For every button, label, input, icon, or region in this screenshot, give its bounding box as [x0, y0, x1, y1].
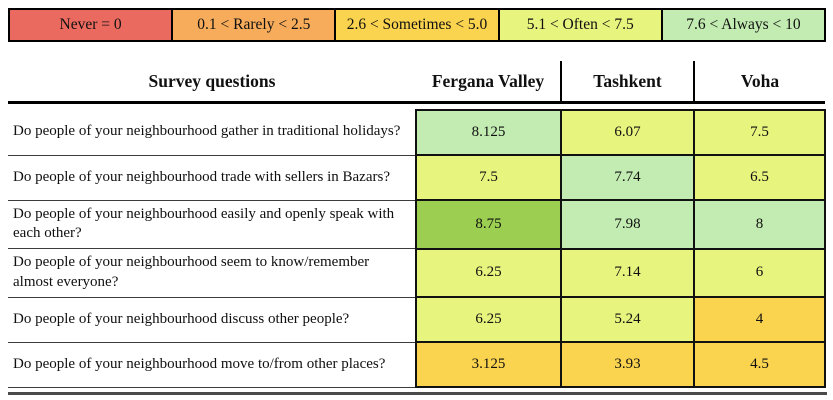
value-cell-tashkent: 5.24 [560, 296, 695, 344]
value-cell-voha: 4.5 [693, 341, 826, 389]
value-cell-tashkent: 7.98 [560, 199, 695, 250]
legend-item-never: Never = 0 [10, 10, 172, 40]
header-gap [8, 103, 825, 111]
question-cell: Do people of your neighbourhood move to/… [8, 342, 416, 388]
table-row: Do people of your neighbourhood move to/… [8, 341, 826, 389]
legend-item-sometimes: 2.6 < Sometimes < 5.0 [334, 10, 498, 40]
table-bottom-rule [8, 392, 827, 396]
column-header-fergana-valley: Fergana Valley [416, 61, 561, 104]
value-cell-voha: 6.5 [693, 154, 826, 201]
legend-label-rarely: 0.1 < Rarely < 2.5 [197, 16, 311, 33]
legend-label-always: 7.6 < Always < 10 [686, 16, 801, 33]
frequency-scale-legend: Never = 0 0.1 < Rarely < 2.5 2.6 < Somet… [8, 8, 826, 42]
survey-results-figure: Never = 0 0.1 < Rarely < 2.5 2.6 < Somet… [0, 8, 833, 400]
question-cell: Do people of your neighbourhood gather i… [8, 110, 416, 156]
table-row: Do people of your neighbourhood discuss … [8, 296, 826, 344]
table-row: Do people of your neighbourhood gather i… [8, 109, 826, 156]
value-cell-fergana: 7.5 [415, 154, 562, 201]
value-cell-fergana: 6.25 [415, 296, 562, 344]
survey-results-table: Survey questions Fergana Valley Tashkent… [8, 61, 826, 389]
question-cell: Do people of your neighbourhood trade wi… [8, 155, 416, 201]
column-header-tashkent: Tashkent [560, 61, 694, 104]
table-row: Do people of your neighbourhood easily a… [8, 199, 826, 250]
question-cell: Do people of your neighbourhood discuss … [8, 297, 416, 343]
legend-item-often: 5.1 < Often < 7.5 [497, 10, 661, 40]
value-cell-tashkent: 7.14 [560, 247, 695, 299]
value-cell-tashkent: 6.07 [560, 109, 695, 156]
value-cell-fergana: 3.125 [415, 341, 562, 389]
value-cell-fergana: 8.75 [415, 199, 562, 250]
legend-label-never: Never = 0 [59, 16, 122, 33]
column-header-questions: Survey questions [8, 61, 416, 104]
value-cell-tashkent: 7.74 [560, 154, 695, 201]
question-cell: Do people of your neighbourhood easily a… [8, 200, 416, 250]
legend-label-often: 5.1 < Often < 7.5 [526, 16, 634, 33]
question-cell: Do people of your neighbourhood seem to … [8, 248, 416, 298]
column-header-voha: Voha [693, 61, 825, 104]
value-cell-voha: 8 [693, 199, 826, 250]
table-row: Do people of your neighbourhood trade wi… [8, 154, 826, 201]
value-cell-voha: 6 [693, 247, 826, 299]
value-cell-voha: 4 [693, 296, 826, 344]
table-row: Do people of your neighbourhood seem to … [8, 247, 826, 299]
legend-label-sometimes: 2.6 < Sometimes < 5.0 [346, 16, 488, 33]
value-cell-fergana: 6.25 [415, 247, 562, 299]
legend-item-rarely: 0.1 < Rarely < 2.5 [171, 10, 335, 40]
value-cell-tashkent: 3.93 [560, 341, 695, 389]
legend-item-always: 7.6 < Always < 10 [660, 10, 825, 40]
value-cell-fergana: 8.125 [415, 109, 562, 156]
table-header-row: Survey questions Fergana Valley Tashkent… [8, 61, 825, 104]
value-cell-voha: 7.5 [693, 109, 826, 156]
